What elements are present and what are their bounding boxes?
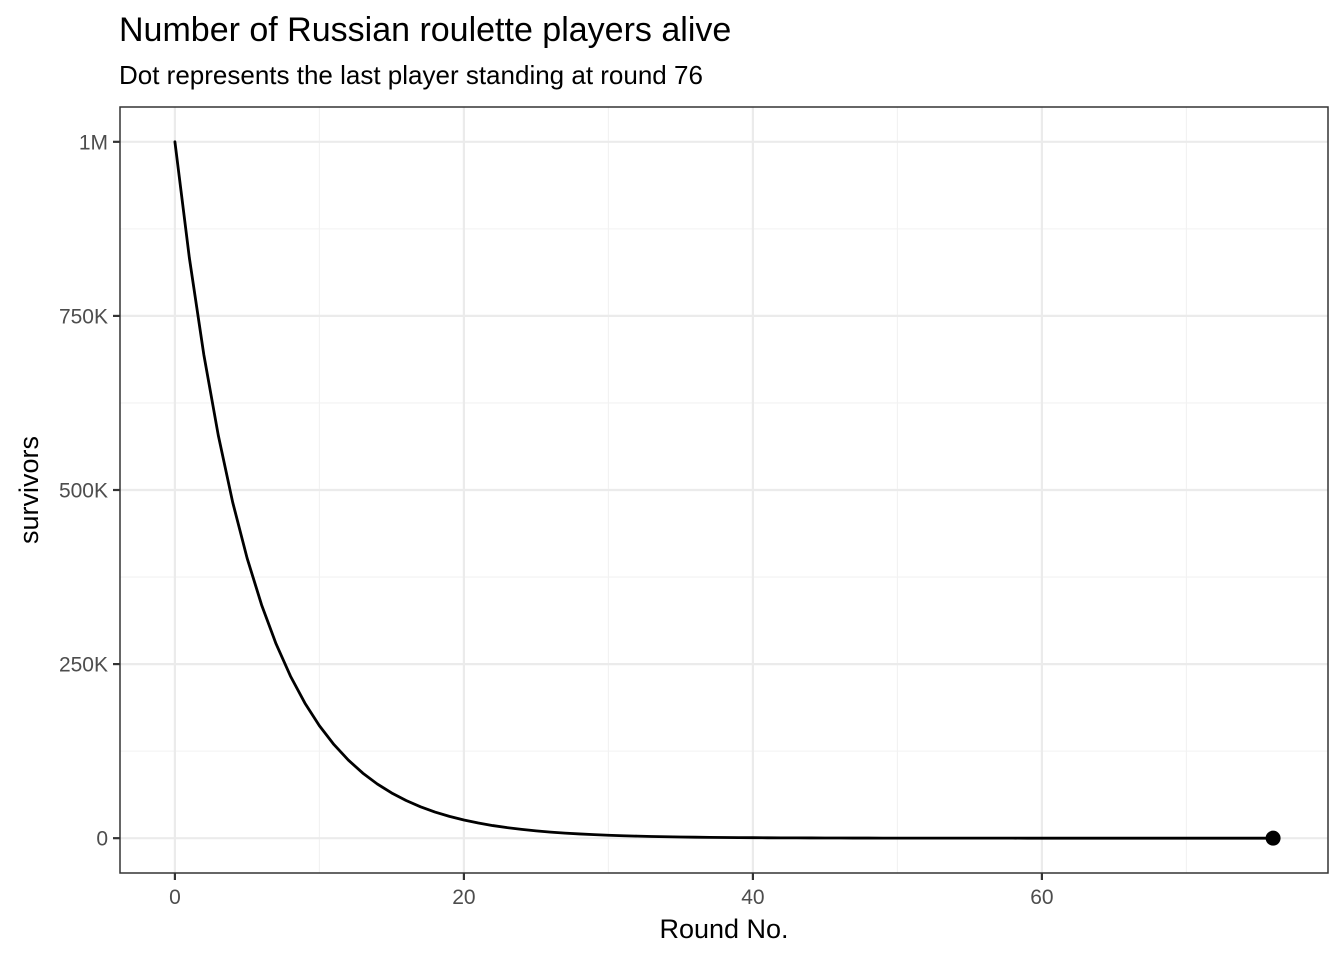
x-tick-label: 60	[1030, 886, 1053, 909]
chart-title: Number of Russian roulette players alive	[119, 11, 731, 49]
y-tick-label: 250K	[59, 654, 108, 677]
x-axis: 0 20 40 60	[169, 873, 1054, 909]
y-axis: 0 250K 500K 750K 1M	[59, 131, 120, 851]
x-tick-label: 40	[741, 886, 764, 909]
last-player-dot	[1265, 830, 1281, 846]
y-tick-label: 0	[96, 828, 108, 851]
y-tick-label: 500K	[59, 480, 108, 503]
major-gridlines	[120, 107, 1328, 873]
y-axis-title: survivors	[14, 436, 44, 544]
survivors-line	[173, 140, 1275, 840]
y-tick-label: 1M	[79, 131, 108, 154]
y-tick-label: 750K	[59, 305, 108, 328]
plot-panel	[119, 106, 1329, 874]
x-tick-label: 20	[452, 886, 475, 909]
chart-subtitle: Dot represents the last player standing …	[119, 60, 703, 90]
x-tick-label: 0	[169, 886, 181, 909]
x-axis-title: Round No.	[659, 914, 788, 944]
